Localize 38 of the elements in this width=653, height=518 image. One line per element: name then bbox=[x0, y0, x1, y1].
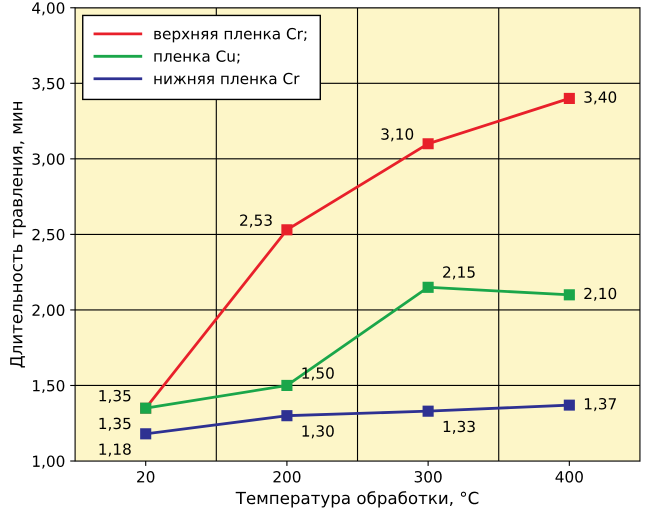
y-tick-label: 1,00 bbox=[33, 455, 64, 469]
y-tick-label: 3,50 bbox=[32, 78, 64, 91]
data-label: 1,18 bbox=[99, 443, 131, 456]
data-label: 3,40 bbox=[584, 91, 616, 104]
legend-label: нижняя пленка Cr bbox=[154, 72, 300, 84]
point bbox=[564, 289, 575, 300]
data-label: 1,35 bbox=[99, 418, 130, 431]
y-tick-label: 1,50 bbox=[33, 380, 64, 394]
y-tick-label: 3,00 bbox=[32, 153, 64, 166]
x-axis-title: Температура обработки, °C bbox=[236, 491, 478, 508]
point bbox=[564, 400, 575, 411]
data-label: 1,35 bbox=[99, 390, 130, 404]
x-tick-label: 300 bbox=[414, 471, 442, 483]
data-label: 2,53 bbox=[240, 214, 272, 228]
data-label: 1,50 bbox=[302, 367, 334, 380]
legend-label: верхняя пленка Cr; bbox=[154, 28, 306, 42]
y-axis-title: Длительность травления, мин bbox=[10, 102, 26, 368]
y-tick-label: 2,00 bbox=[32, 304, 64, 318]
point bbox=[422, 282, 434, 293]
point bbox=[140, 428, 152, 440]
point bbox=[422, 138, 434, 150]
point bbox=[281, 380, 292, 392]
point bbox=[281, 224, 292, 236]
point bbox=[281, 410, 292, 422]
x-tick-label: 20 bbox=[137, 471, 154, 483]
data-label: 1,30 bbox=[302, 425, 334, 438]
data-label: 3,10 bbox=[381, 128, 414, 142]
data-label: 1,37 bbox=[584, 398, 616, 412]
legend-label: пленка Cu; bbox=[154, 50, 240, 64]
point bbox=[422, 406, 434, 417]
data-label: 1,33 bbox=[444, 420, 475, 434]
x-tick-label: 200 bbox=[273, 471, 300, 483]
data-label: 2,15 bbox=[443, 266, 475, 280]
y-tick-label: 4,00 bbox=[32, 2, 64, 16]
y-tick-label: 2,50 bbox=[32, 228, 64, 242]
data-label: 2,10 bbox=[584, 288, 616, 301]
point bbox=[564, 92, 575, 104]
x-tick-label: 400 bbox=[556, 471, 583, 483]
